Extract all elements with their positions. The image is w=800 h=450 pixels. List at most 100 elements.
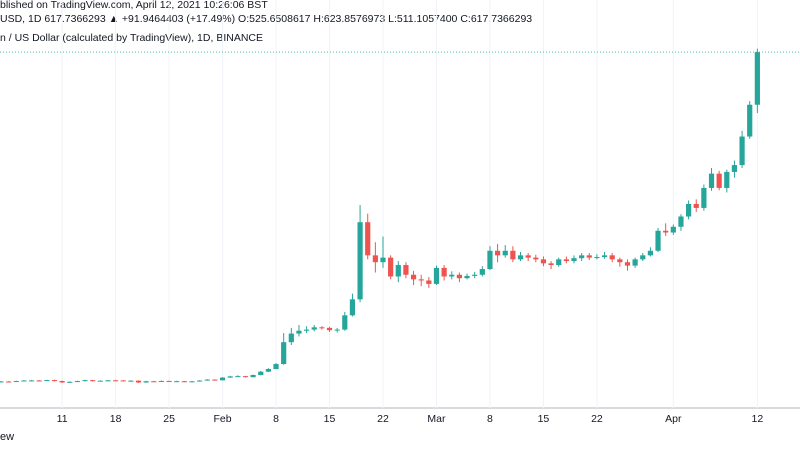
candle-body [525, 255, 531, 258]
x-tick-label: 15 [324, 413, 336, 425]
candle-body [456, 274, 462, 279]
candle [517, 251, 524, 262]
candle-body [594, 257, 600, 259]
candle [197, 380, 203, 382]
candle [212, 379, 218, 381]
candle-body [36, 380, 42, 382]
candle-body [479, 269, 485, 275]
x-tick-label: Mar [427, 413, 446, 425]
candle-body [502, 250, 508, 256]
candle-body [403, 265, 409, 275]
candle-body [174, 381, 180, 383]
candle [624, 259, 631, 271]
candle [326, 326, 333, 332]
candle [747, 101, 753, 139]
candle-body [410, 274, 417, 280]
candle [609, 253, 615, 263]
candle-body [640, 255, 646, 260]
candle [395, 261, 401, 283]
candle-body [90, 380, 96, 382]
candle-body [495, 250, 501, 256]
candle-body [242, 376, 249, 378]
candle-body [426, 280, 432, 284]
candle [510, 246, 516, 263]
candle-body [487, 250, 493, 270]
candle [113, 379, 119, 382]
candle [433, 265, 440, 286]
candle-body [135, 380, 142, 383]
candle [158, 380, 165, 382]
candle [227, 375, 233, 378]
candle [731, 160, 738, 178]
ohlc-header: USD, 1D 617.7366293 ▲ +91.9464403 (+17.4… [0, 13, 532, 25]
candle-body [120, 380, 126, 382]
candle [219, 377, 226, 381]
candle-body [472, 274, 478, 276]
candle-body [334, 329, 340, 331]
candle [701, 184, 707, 211]
candle-body [74, 381, 80, 383]
candle-body [51, 380, 58, 382]
candle [365, 213, 371, 260]
candle [724, 169, 730, 193]
candle-body [617, 259, 623, 263]
candle [44, 379, 50, 382]
candle [487, 246, 493, 271]
candle-body [151, 381, 157, 383]
candle [135, 380, 142, 384]
candle [655, 227, 661, 252]
candle-body [212, 379, 218, 381]
candle-body [693, 203, 699, 208]
candle [426, 277, 432, 288]
candle [410, 270, 417, 286]
candle-body [739, 136, 745, 166]
candle-body [579, 255, 585, 259]
candle [472, 271, 478, 279]
candle [739, 130, 745, 168]
x-tick-label: Feb [214, 413, 232, 425]
candle-body [372, 255, 378, 263]
symbol-description: n / US Dollar (calculated by TradingView… [0, 32, 263, 44]
candle-body [754, 52, 760, 105]
candle-body [319, 327, 325, 329]
candle-body [273, 364, 279, 370]
candle [151, 380, 157, 383]
candle [174, 380, 180, 383]
candle [334, 327, 340, 333]
candle-body [143, 381, 149, 383]
candle [754, 48, 760, 114]
candle [388, 255, 394, 280]
candle [143, 380, 149, 383]
candle-body [189, 381, 195, 383]
candle [579, 253, 585, 262]
candle-body [563, 259, 569, 262]
candle-body [510, 250, 516, 260]
candle-body [227, 376, 233, 378]
x-tick-label: 18 [110, 413, 122, 425]
candle [632, 257, 638, 268]
candle [372, 242, 378, 273]
candle [647, 247, 653, 257]
candle [28, 379, 35, 382]
candle-body [288, 333, 294, 343]
candle [418, 274, 424, 287]
candle-body [219, 377, 226, 381]
candle-body [724, 171, 730, 188]
candle [617, 257, 623, 267]
candle-body [624, 262, 631, 266]
candle [67, 381, 73, 383]
candle [601, 251, 608, 259]
candle [273, 363, 279, 370]
candle [250, 374, 256, 378]
candle [189, 381, 195, 383]
candle-body [540, 259, 547, 264]
candle-body [181, 381, 187, 383]
candle [403, 262, 409, 279]
candle-body [441, 267, 447, 277]
candle [594, 254, 600, 260]
candle-body [82, 380, 88, 382]
candle-body [716, 173, 722, 188]
candle [586, 253, 592, 260]
candle [716, 170, 722, 191]
